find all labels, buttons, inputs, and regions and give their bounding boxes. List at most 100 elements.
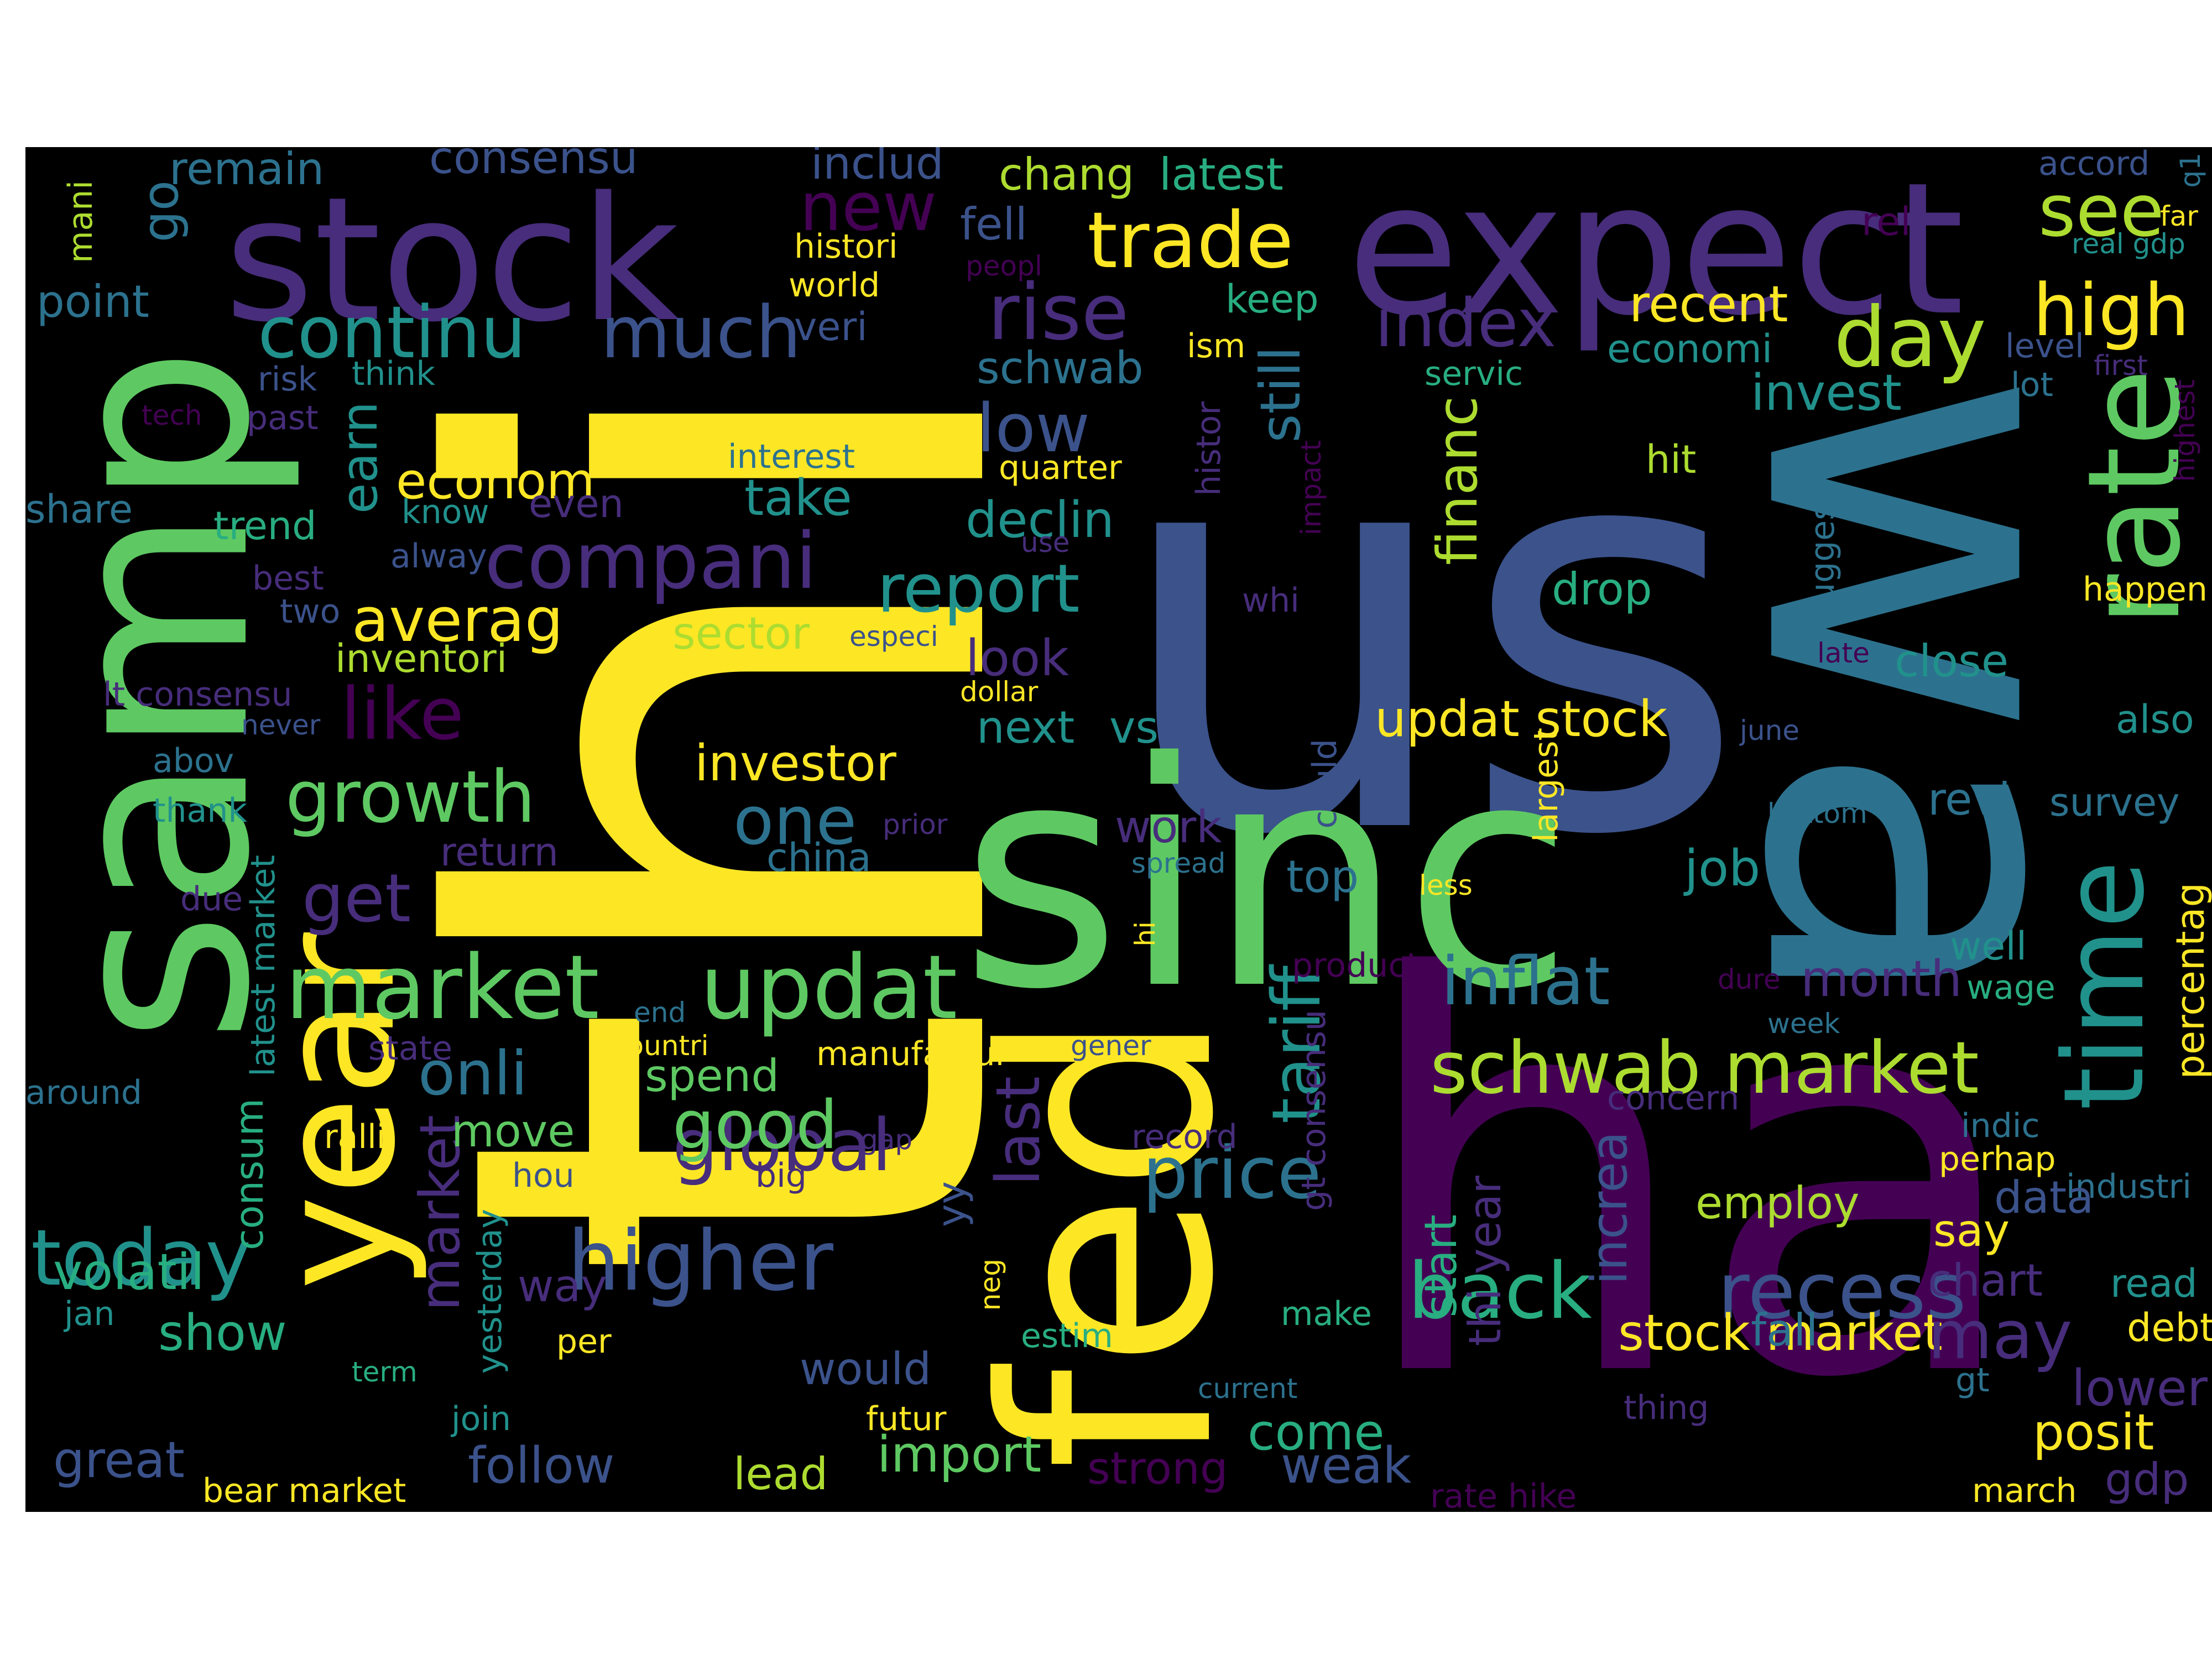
word-close: close <box>1895 635 2009 687</box>
word-far: far <box>2160 200 2198 232</box>
word-record: record <box>1131 1118 1238 1156</box>
word-trade: trade <box>1087 196 1294 286</box>
word-report: report <box>877 551 1080 628</box>
word-hit: hit <box>1646 437 1697 482</box>
word-around: around <box>25 1073 142 1112</box>
word-yesterday: yesterday <box>471 1209 509 1374</box>
word-growth: growth <box>285 755 536 839</box>
word-think: think <box>352 354 435 393</box>
word-increa: increa <box>1580 1131 1639 1285</box>
word-latest: latest <box>1159 149 1284 200</box>
word-investor: investor <box>695 734 896 792</box>
word-yy: yy <box>929 1181 974 1227</box>
word-perhap: perhap <box>1939 1140 2056 1178</box>
word-import: import <box>877 1426 1042 1484</box>
word-real-gdp: real gdp <box>2072 228 2185 260</box>
word-remain: remain <box>169 147 325 195</box>
word-employ: employ <box>1695 1177 1860 1229</box>
word-thank: thank <box>153 791 248 830</box>
word-chang: chang <box>999 149 1135 200</box>
word-way: way <box>518 1260 607 1312</box>
word-best: best <box>252 559 324 598</box>
word-point: point <box>36 276 150 327</box>
word-may: may <box>1928 1297 2073 1374</box>
word-data: data <box>1994 1172 2094 1223</box>
word-us: us <box>1109 312 1748 956</box>
word-could: could <box>1306 739 1344 829</box>
word-global: global <box>672 1103 892 1187</box>
word-work: work <box>1115 801 1222 853</box>
word-wa: wa <box>1664 368 2192 1018</box>
word-industri: industri <box>2066 1167 2192 1206</box>
word-vs: vs <box>1109 702 1159 753</box>
word-read: read <box>2110 1261 2198 1306</box>
word-quarter: quarter <box>999 448 1122 487</box>
word-thing: thing <box>1624 1389 1709 1427</box>
word-sinc: sinc <box>960 697 1574 1057</box>
word-look: look <box>966 629 1070 687</box>
word-end: end <box>634 997 686 1029</box>
word-latest-market: latest market <box>244 855 283 1077</box>
word-ism: ism <box>1187 327 1246 366</box>
word-take: take <box>744 469 852 527</box>
word-indic: indic <box>1961 1107 2040 1145</box>
word-last: last <box>983 1076 1053 1186</box>
word-fall: fall <box>1751 1305 1818 1356</box>
word-cloud: thi us wa ha sinc fed samp expect stock … <box>25 147 2212 1512</box>
word-consum: consum <box>227 1098 272 1250</box>
word-declin: declin <box>966 491 1115 549</box>
word-top: top <box>1286 851 1359 902</box>
word-gap: gap <box>860 1124 913 1156</box>
word-posit: posit <box>2033 1404 2154 1462</box>
word-inflat: inflat <box>1441 943 1610 1020</box>
word-inventori: inventori <box>335 636 508 681</box>
word-one: one <box>733 783 857 860</box>
word-futur: futur <box>866 1400 947 1438</box>
word-like: like <box>341 672 464 756</box>
word-join: join <box>451 1400 512 1438</box>
word-accord: accord <box>2038 147 2150 183</box>
word-whi: whi <box>1242 581 1300 620</box>
word-say: say <box>1933 1205 2010 1256</box>
word-countri: countri <box>612 1030 709 1062</box>
word-time: time <box>2040 860 2169 1110</box>
word-happen: happen <box>2083 570 2208 609</box>
word-weak: weak <box>1281 1437 1412 1495</box>
word-big: big <box>755 1156 807 1195</box>
word-higher: higher <box>567 1213 833 1310</box>
word-gt: gt <box>1955 1361 1990 1400</box>
word-low: low <box>977 390 1090 467</box>
word-volatil: volatil <box>53 1243 205 1301</box>
word-well: well <box>1950 924 2027 969</box>
word-current: current <box>1198 1373 1298 1405</box>
word-revi: revi <box>1928 774 2011 825</box>
word-week: week <box>1767 1008 1840 1040</box>
word-dure: dure <box>1718 963 1781 995</box>
word-highest: highest <box>2169 379 2201 482</box>
word-come: come <box>1248 1404 1385 1462</box>
word-get: get <box>302 860 411 937</box>
word-risk: risk <box>258 360 317 399</box>
word-largest: largest <box>1527 728 1566 842</box>
word-earn: earn <box>331 401 389 514</box>
word-good: good <box>672 1087 838 1164</box>
word-move: move <box>451 1105 575 1157</box>
word-even: even <box>529 481 624 526</box>
word-jan: jan <box>64 1295 115 1333</box>
word-return: return <box>440 830 559 875</box>
word-concern: concern <box>1607 1079 1740 1118</box>
word-invest: invest <box>1751 364 1902 422</box>
word-economi: economi <box>1607 326 1773 372</box>
word-would: would <box>800 1343 932 1395</box>
word-continu: continu <box>258 290 526 374</box>
word-lower: lower <box>2072 1359 2208 1417</box>
word-lt-consensu: lt consensu <box>103 675 293 714</box>
word-mani: mani <box>61 180 100 263</box>
word-neg: neg <box>974 1259 1006 1311</box>
word-month: month <box>1801 950 1963 1008</box>
word-spend: spend <box>645 1050 780 1102</box>
word-gt-consensu: gt consensu <box>1295 1010 1333 1211</box>
word-level: level <box>2005 327 2084 366</box>
word-histori: histori <box>794 227 898 266</box>
word-compani: compani <box>484 517 817 607</box>
